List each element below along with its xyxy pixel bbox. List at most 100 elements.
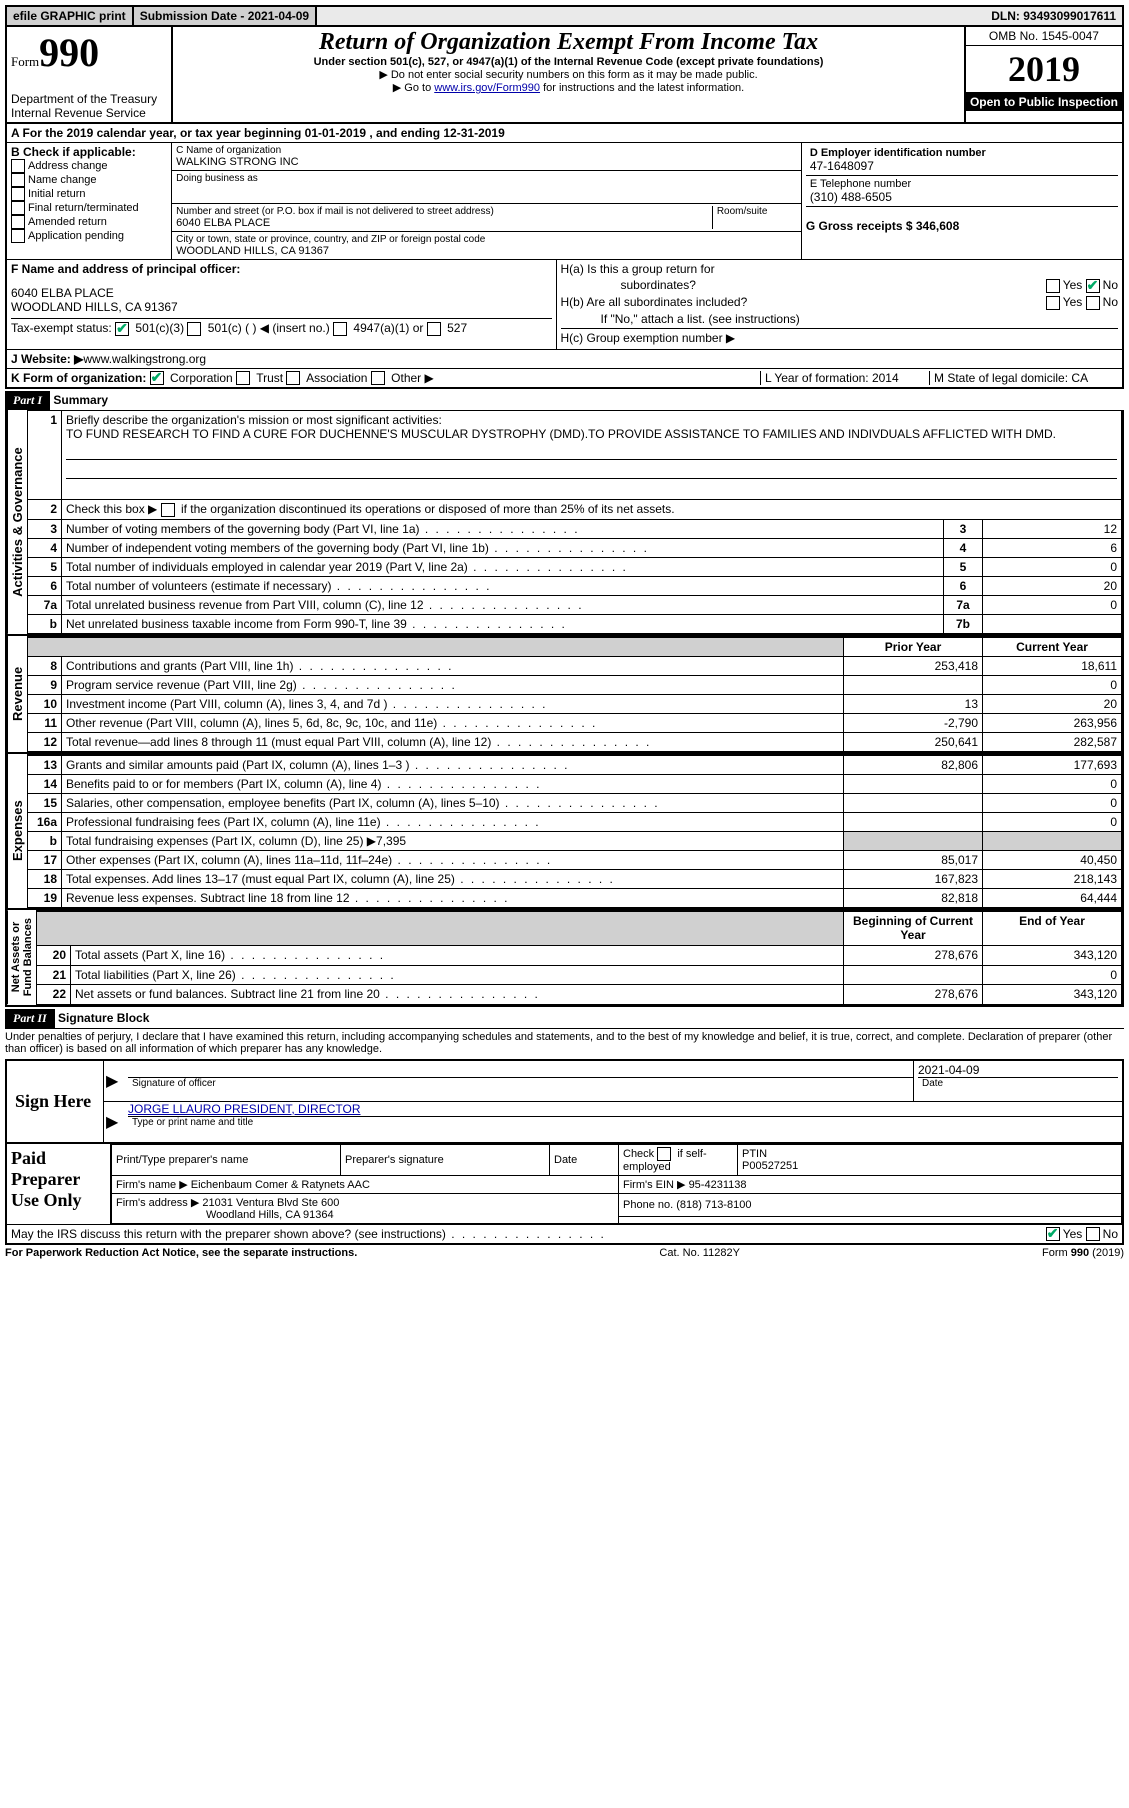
l7b-num: b	[28, 615, 62, 634]
line-desc: Grants and similar amounts paid (Part IX…	[62, 755, 844, 775]
l16b-shade2	[983, 832, 1122, 851]
checkbox-discuss-yes[interactable]	[1046, 1227, 1060, 1241]
line-desc: Other expenses (Part IX, column (A), lin…	[62, 851, 844, 870]
checkbox-hb-no[interactable]	[1086, 296, 1100, 310]
ptin-label: PTIN	[742, 1148, 767, 1160]
name-title-label: Type or print name and title	[128, 1116, 1122, 1128]
checkbox-discuss-no[interactable]	[1086, 1227, 1100, 1241]
line-num: 18	[28, 870, 62, 889]
checkbox-initial-return[interactable]	[11, 187, 25, 201]
irs-link[interactable]: www.irs.gov/Form990	[434, 82, 540, 94]
line-desc: Professional fundraising fees (Part IX, …	[62, 813, 844, 832]
section-activities: Activities & Governance 1 Briefly descri…	[5, 410, 1124, 636]
l16b-num: b	[28, 832, 62, 851]
form-title: Return of Organization Exempt From Incom…	[177, 29, 960, 56]
checkbox-ha-no[interactable]	[1086, 279, 1100, 293]
side-label-activities: Activities & Governance	[7, 410, 27, 634]
line-desc: Benefits paid to or for members (Part IX…	[62, 775, 844, 794]
line-current: 20	[983, 695, 1122, 714]
form-subtitle-3: ▶ Go to www.irs.gov/Form990 for instruct…	[177, 81, 960, 94]
side-label-netassets: Net Assets or Fund Balances	[7, 910, 36, 1004]
checkbox-line2[interactable]	[161, 503, 175, 517]
l7a-desc: Total unrelated business revenue from Pa…	[62, 596, 944, 615]
line-current: 0	[983, 965, 1122, 984]
box-h: H(a) Is this a group return for subordin…	[557, 260, 1123, 349]
col-prior-year: Prior Year	[844, 637, 983, 657]
part-ii-header-row: Part II Signature Block	[5, 1007, 1124, 1028]
mission-text: TO FUND RESEARCH TO FIND A CURE FOR DUCH…	[66, 427, 1056, 441]
line-current: 0	[983, 794, 1122, 813]
header-block-bcdeg: B Check if applicable: Address change Na…	[5, 143, 1124, 259]
website-label: J Website: ▶	[11, 352, 83, 366]
checkbox-assoc[interactable]	[286, 371, 300, 385]
hb-yes: Yes	[1063, 295, 1083, 309]
firm-addr-label: Firm's address ▶	[116, 1197, 199, 1209]
goto-suffix: for instructions and the latest informat…	[540, 82, 744, 94]
row-klm: K Form of organization: Corporation Trus…	[5, 368, 1124, 390]
checkbox-other[interactable]	[371, 371, 385, 385]
officer-addr2: WOODLAND HILLS, CA 91367	[11, 300, 552, 314]
checkbox-hb-yes[interactable]	[1046, 296, 1060, 310]
firm-name: Eichenbaum Comer & Ratynets AAC	[191, 1179, 370, 1191]
checkbox-501c3[interactable]	[115, 322, 129, 336]
check-label: Check	[623, 1147, 654, 1159]
checkbox-final-return[interactable]	[11, 201, 25, 215]
arrow-icon-2: ▶	[104, 1102, 128, 1142]
opt-initial-return: Initial return	[28, 188, 85, 200]
tax-year: 2019	[966, 46, 1122, 93]
l4-desc: Number of independent voting members of …	[62, 539, 944, 558]
line-num: 8	[28, 657, 62, 676]
l3-box: 3	[944, 520, 983, 539]
sign-here-label: Sign Here	[7, 1061, 104, 1142]
l7a-box: 7a	[944, 596, 983, 615]
phone-label: E Telephone number	[810, 178, 1114, 190]
box-b-label: B Check if applicable:	[11, 145, 167, 159]
section-revenue: Revenue Prior YearCurrent Year 8 Contrib…	[5, 636, 1124, 754]
line-num: 12	[28, 733, 62, 752]
page-footer: For Paperwork Reduction Act Notice, see …	[5, 1245, 1124, 1261]
checkbox-amended-return[interactable]	[11, 215, 25, 229]
firm-ein-label: Firm's EIN ▶	[623, 1179, 686, 1191]
line-desc: Total liabilities (Part X, line 26)	[71, 965, 844, 984]
form-subtitle-2: ▶ Do not enter social security numbers o…	[177, 68, 960, 81]
checkbox-self-employed[interactable]	[657, 1147, 671, 1161]
line-num: 13	[28, 755, 62, 775]
checkbox-address-change[interactable]	[11, 159, 25, 173]
checkbox-name-change[interactable]	[11, 173, 25, 187]
checkbox-4947[interactable]	[333, 322, 347, 336]
line-prior	[844, 965, 983, 984]
signature-date-label: Date	[918, 1077, 1118, 1089]
checkbox-501c[interactable]	[187, 322, 201, 336]
line-num: 17	[28, 851, 62, 870]
footer-mid: Cat. No. 11282Y	[659, 1247, 740, 1259]
l6-val: 20	[983, 577, 1122, 596]
l6-box: 6	[944, 577, 983, 596]
efile-print-button[interactable]: efile GRAPHIC print	[7, 7, 134, 25]
h-a2-label: subordinates?	[621, 278, 696, 293]
line-prior: 167,823	[844, 870, 983, 889]
l4-val: 6	[983, 539, 1122, 558]
firm-phone-label: Phone no.	[623, 1199, 673, 1211]
l7b-desc: Net unrelated business taxable income fr…	[62, 615, 944, 634]
line-desc: Total expenses. Add lines 13–17 (must eq…	[62, 870, 844, 889]
checkbox-trust[interactable]	[236, 371, 250, 385]
box-f: F Name and address of principal officer:…	[7, 260, 557, 349]
firm-phone: (818) 713-8100	[676, 1199, 751, 1211]
side-label-revenue: Revenue	[7, 636, 27, 752]
line-current: 64,444	[983, 889, 1122, 908]
line-current: 218,143	[983, 870, 1122, 889]
org-name-label: C Name of organization	[176, 145, 797, 156]
checkbox-527[interactable]	[427, 322, 441, 336]
discuss-label: May the IRS discuss this return with the…	[11, 1227, 606, 1242]
checkbox-corp[interactable]	[150, 371, 164, 385]
checkbox-ha-yes[interactable]	[1046, 279, 1060, 293]
line-desc: Total assets (Part X, line 16)	[71, 946, 844, 965]
checkbox-application-pending[interactable]	[11, 229, 25, 243]
room-label: Room/suite	[717, 206, 797, 217]
officer-name-title[interactable]: JORGE LLAURO PRESIDENT, DIRECTOR	[128, 1102, 1122, 1116]
line-desc: Salaries, other compensation, employee b…	[62, 794, 844, 813]
dln: DLN: 93493099017611	[985, 7, 1122, 25]
website-url[interactable]: www.walkingstrong.org	[83, 352, 206, 366]
col-begin-year: Beginning of Current Year	[844, 911, 983, 945]
top-bar: efile GRAPHIC print Submission Date - 20…	[5, 5, 1124, 27]
